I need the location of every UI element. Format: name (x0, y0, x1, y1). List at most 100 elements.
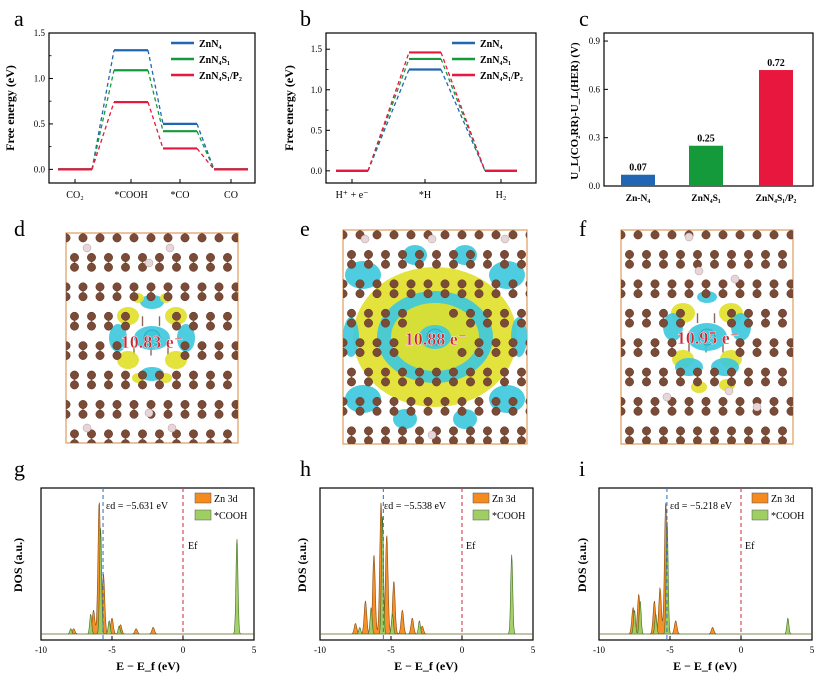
d-carbon-atom (112, 233, 122, 243)
d-carbon-atom (130, 459, 138, 467)
f-carbon-atom (769, 279, 779, 289)
f-carbon-atom (659, 367, 668, 377)
d-carbon-atom (138, 439, 147, 443)
a-connector-2-1 (147, 101, 164, 149)
legend-h-cooh: *COOH (492, 511, 525, 522)
d-hydrogen-atom-2 (82, 243, 92, 253)
f-carbon-atom (659, 192, 667, 200)
d-carbon-atom (45, 400, 53, 408)
e-carbon-atom (398, 192, 406, 200)
c-bar-0 (621, 174, 655, 186)
f-carbon-atom (727, 426, 736, 436)
f-carbon-atom (667, 406, 677, 416)
f-carbon-atom (634, 456, 642, 464)
d-carbon-atom (104, 195, 112, 203)
d-carbon-atom (104, 380, 113, 390)
panel-letter-h: h (300, 456, 311, 481)
d-carbon-atom (172, 262, 181, 272)
d-carbon-atom (138, 204, 146, 212)
d-carbon-atom (70, 370, 79, 380)
e-carbon-atom (500, 367, 509, 377)
e-carbon-atom (534, 368, 542, 376)
f-carbon-atom (701, 397, 711, 406)
e-carbon-atom (509, 466, 517, 474)
d-carbon-atom (146, 292, 156, 302)
f-carbon-atom (795, 192, 803, 200)
d-carbon-atom (189, 204, 197, 212)
f-carbon-atom (769, 230, 779, 240)
f-carbon-atom (804, 348, 812, 356)
e-carbon-atom (381, 192, 389, 200)
d-carbon-atom (163, 282, 173, 292)
f-carbon-atom (752, 348, 762, 357)
d-carbon-atom (231, 351, 238, 360)
i-xtick-label: -5 (666, 645, 674, 655)
panel-b-legend: ZnN₄ ZnN₄S₁ ZnN₄S₁/P₂ (452, 39, 523, 82)
d-carbon-atom (231, 292, 238, 302)
d-carbon-atom (104, 321, 113, 331)
e-carbon-atom (322, 339, 330, 347)
d-carbon-atom (53, 263, 61, 271)
d-carbon-atom (198, 224, 206, 232)
e-carbon-atom (356, 456, 364, 464)
f-carbon-atom (804, 339, 812, 347)
e-carbon-atom (458, 456, 466, 464)
d-carbon-atom (180, 282, 190, 292)
f-carbon-atom (608, 319, 616, 327)
e-carbon-atom (407, 456, 415, 464)
d-carbon-atom (53, 440, 61, 448)
a-ytick-label: 0.0 (34, 164, 46, 174)
c-bar-2 (759, 70, 793, 186)
f-carbon-atom (795, 260, 803, 268)
f-carbon-atom (642, 426, 651, 436)
d-carbon-atom (112, 292, 122, 302)
legend-i-cooh-swatch (751, 509, 769, 521)
d-carbon-atom (257, 312, 265, 320)
e-carbon-atom (432, 192, 440, 200)
panel-g-chart: -10 -5 0 5 DOS (a.u.) E − E_f (eV) εd = −5.… (11, 487, 257, 673)
f-carbon-atom (650, 406, 660, 416)
d-carbon-atom (231, 400, 238, 409)
e-carbon-atom (339, 466, 347, 474)
panel-i-xlabel: E − E_f (eV) (673, 659, 737, 673)
e-carbon-atom (364, 201, 372, 209)
d-carbon-atom (197, 341, 207, 351)
d-carbon-atom (104, 439, 113, 443)
f-carbon-atom (710, 377, 719, 387)
d-carbon-atom (66, 351, 71, 360)
panel-h-chart: -10 -5 0 5 DOS (a.u.) E − E_f (eV) εd = −5.… (295, 487, 536, 673)
e-carbon-atom (508, 289, 518, 299)
e-carbon-atom (339, 456, 347, 464)
d-carbon-atom (214, 351, 224, 360)
d-carbon-atom (104, 262, 113, 272)
e-carbon-atom (322, 231, 330, 239)
f-carbon-atom (693, 250, 702, 259)
e-carbon-atom (483, 308, 492, 318)
d-carbon-atom (197, 409, 207, 419)
f-carbon-atom (718, 397, 728, 406)
d-carbon-atom (155, 380, 164, 390)
legend-b-zn-n4s1: ZnN₄S₁ (480, 55, 511, 66)
d-carbon-atom (181, 459, 189, 467)
d-carbon-atom (78, 400, 88, 409)
d-carbon-atom (155, 370, 164, 380)
f-carbon-atom (719, 456, 727, 464)
f-carbon-atom (642, 367, 651, 377)
d-carbon-atom (249, 400, 257, 408)
f-carbon-atom (727, 436, 736, 444)
d-carbon-atom (206, 262, 215, 272)
f-carbon-atom (625, 250, 634, 259)
e-zn-center (426, 328, 444, 346)
legend-i-zn3d-swatch (751, 492, 769, 504)
e-carbon-atom (330, 437, 338, 445)
d-carbon-atom (121, 321, 130, 331)
f-carbon-atom (727, 192, 735, 200)
f-carbon-atom (710, 367, 719, 377)
e-carbon-atom (491, 397, 501, 406)
e-carbon-atom (449, 250, 458, 259)
d-carbon-atom (66, 233, 71, 243)
e-carbon-atom (390, 221, 398, 229)
e-carbon-atom (415, 436, 424, 444)
e-carbon-atom (517, 192, 525, 200)
f-carbon-atom (727, 259, 736, 269)
